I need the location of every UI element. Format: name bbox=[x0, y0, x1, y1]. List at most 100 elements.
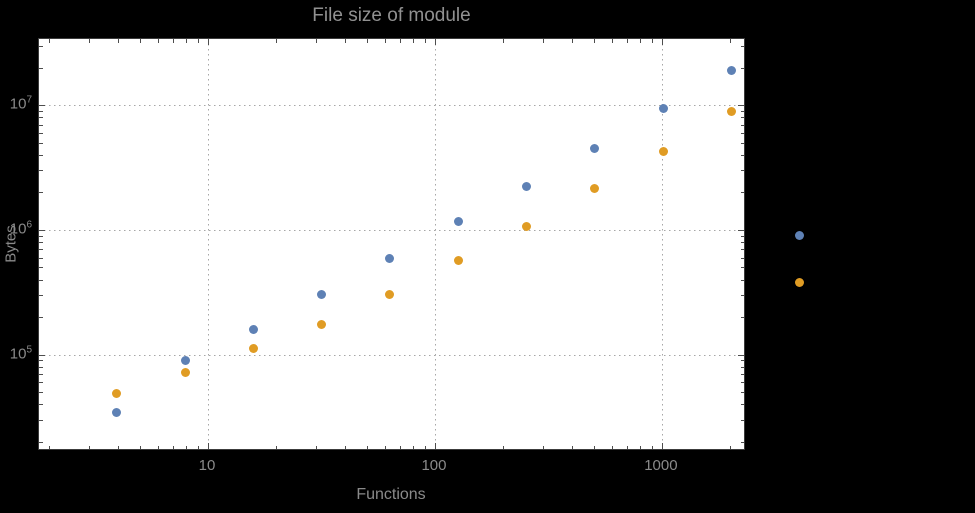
y-tick-mark bbox=[738, 229, 744, 231]
y-tick-mark bbox=[39, 295, 43, 297]
y-tick-mark bbox=[740, 235, 744, 237]
y-tick-mark bbox=[39, 67, 43, 69]
x-tick-mark bbox=[89, 445, 91, 449]
y-tick-mark bbox=[740, 45, 744, 47]
x-tick-mark bbox=[412, 445, 414, 449]
x-tick-mark bbox=[197, 39, 199, 43]
y-tick-mark bbox=[39, 117, 43, 119]
y-gridline bbox=[39, 105, 744, 107]
y-tick-mark bbox=[740, 67, 744, 69]
y-tick-mark bbox=[740, 295, 744, 297]
x-tick-mark bbox=[639, 39, 641, 43]
y-tick-mark bbox=[39, 154, 43, 156]
x-tick-mark bbox=[730, 445, 732, 449]
x-tick-label: 10 bbox=[198, 457, 216, 474]
y-tick-mark bbox=[740, 132, 744, 134]
y-tick-mark bbox=[740, 419, 744, 421]
x-tick-mark bbox=[208, 443, 209, 449]
y-tick-mark bbox=[39, 317, 43, 319]
y-tick-label: 105 bbox=[9, 344, 32, 363]
y-tick-label: 106 bbox=[9, 219, 32, 238]
y-tick-mark bbox=[740, 117, 744, 119]
y-tick-mark bbox=[39, 419, 43, 421]
y-tick-mark bbox=[740, 373, 744, 375]
y-tick-mark bbox=[740, 366, 744, 368]
x-tick-mark bbox=[172, 445, 174, 449]
y-tick-mark bbox=[39, 441, 43, 443]
x-axis-label: Functions bbox=[356, 486, 426, 503]
x-gridline bbox=[208, 39, 209, 449]
x-tick-mark bbox=[208, 39, 209, 45]
x-tick-mark bbox=[434, 39, 436, 45]
y-tick-mark bbox=[740, 360, 744, 362]
y-tick-mark bbox=[39, 105, 45, 107]
y-tick-mark bbox=[740, 142, 744, 144]
x-tick-mark bbox=[276, 445, 278, 449]
y-tick-mark bbox=[39, 267, 43, 269]
y-tick-mark bbox=[740, 249, 744, 251]
y-tick-mark bbox=[740, 279, 744, 281]
x-tick-mark bbox=[593, 445, 595, 449]
y-tick-mark bbox=[39, 360, 43, 362]
y-tick-mark bbox=[740, 192, 744, 194]
y-tick-mark bbox=[39, 373, 43, 375]
x-tick-mark bbox=[399, 39, 401, 43]
x-tick-mark bbox=[344, 39, 346, 43]
y-tick-mark bbox=[740, 110, 744, 112]
y-tick-mark bbox=[740, 392, 744, 394]
plot-panel bbox=[38, 38, 745, 450]
x-tick-mark bbox=[639, 445, 641, 449]
y-tick-mark bbox=[39, 404, 43, 406]
x-tick-mark bbox=[172, 39, 174, 43]
y-tick-mark bbox=[39, 382, 43, 384]
y-tick-mark bbox=[740, 154, 744, 156]
y-tick-mark bbox=[740, 382, 744, 384]
x-tick-mark bbox=[186, 39, 188, 43]
x-tick-mark bbox=[543, 445, 545, 449]
y-tick-mark bbox=[39, 110, 43, 112]
x-tick-mark bbox=[117, 39, 119, 43]
x-tick-mark bbox=[730, 39, 732, 43]
x-tick-mark bbox=[276, 39, 278, 43]
y-tick-mark bbox=[39, 392, 43, 394]
data-point bbox=[795, 231, 805, 241]
x-tick-mark bbox=[157, 445, 159, 449]
y-tick-mark bbox=[39, 45, 43, 47]
x-tick-mark bbox=[316, 39, 318, 43]
y-tick-mark bbox=[39, 257, 43, 259]
x-tick-mark bbox=[651, 39, 653, 43]
y-tick-label: 107 bbox=[9, 94, 32, 113]
y-tick-mark bbox=[740, 267, 744, 269]
y-tick-mark bbox=[740, 257, 744, 259]
y-tick-mark bbox=[39, 229, 45, 231]
x-tick-mark bbox=[186, 445, 188, 449]
x-tick-mark bbox=[89, 39, 91, 43]
y-gridline bbox=[39, 354, 744, 356]
x-tick-mark bbox=[611, 445, 613, 449]
y-tick-mark bbox=[740, 317, 744, 319]
y-tick-mark bbox=[740, 170, 744, 172]
y-tick-mark bbox=[39, 249, 43, 251]
x-tick-mark bbox=[49, 445, 51, 449]
y-tick-mark bbox=[740, 124, 744, 126]
y-tick-mark bbox=[39, 366, 43, 368]
x-tick-mark bbox=[384, 445, 386, 449]
x-tick-mark bbox=[139, 39, 141, 43]
x-tick-mark bbox=[344, 445, 346, 449]
y-gridline bbox=[39, 229, 744, 231]
y-tick-mark bbox=[740, 404, 744, 406]
x-tick-mark bbox=[593, 39, 595, 43]
x-tick-mark bbox=[661, 443, 663, 449]
x-tick-mark bbox=[626, 39, 628, 43]
y-tick-mark bbox=[39, 242, 43, 244]
y-tick-mark bbox=[39, 170, 43, 172]
x-tick-mark bbox=[661, 39, 663, 45]
x-tick-mark bbox=[611, 39, 613, 43]
x-tick-mark bbox=[49, 39, 51, 43]
x-tick-mark bbox=[316, 445, 318, 449]
x-tick-mark bbox=[366, 445, 368, 449]
data-point bbox=[795, 278, 805, 288]
x-gridline bbox=[434, 39, 436, 449]
x-tick-mark bbox=[503, 445, 505, 449]
